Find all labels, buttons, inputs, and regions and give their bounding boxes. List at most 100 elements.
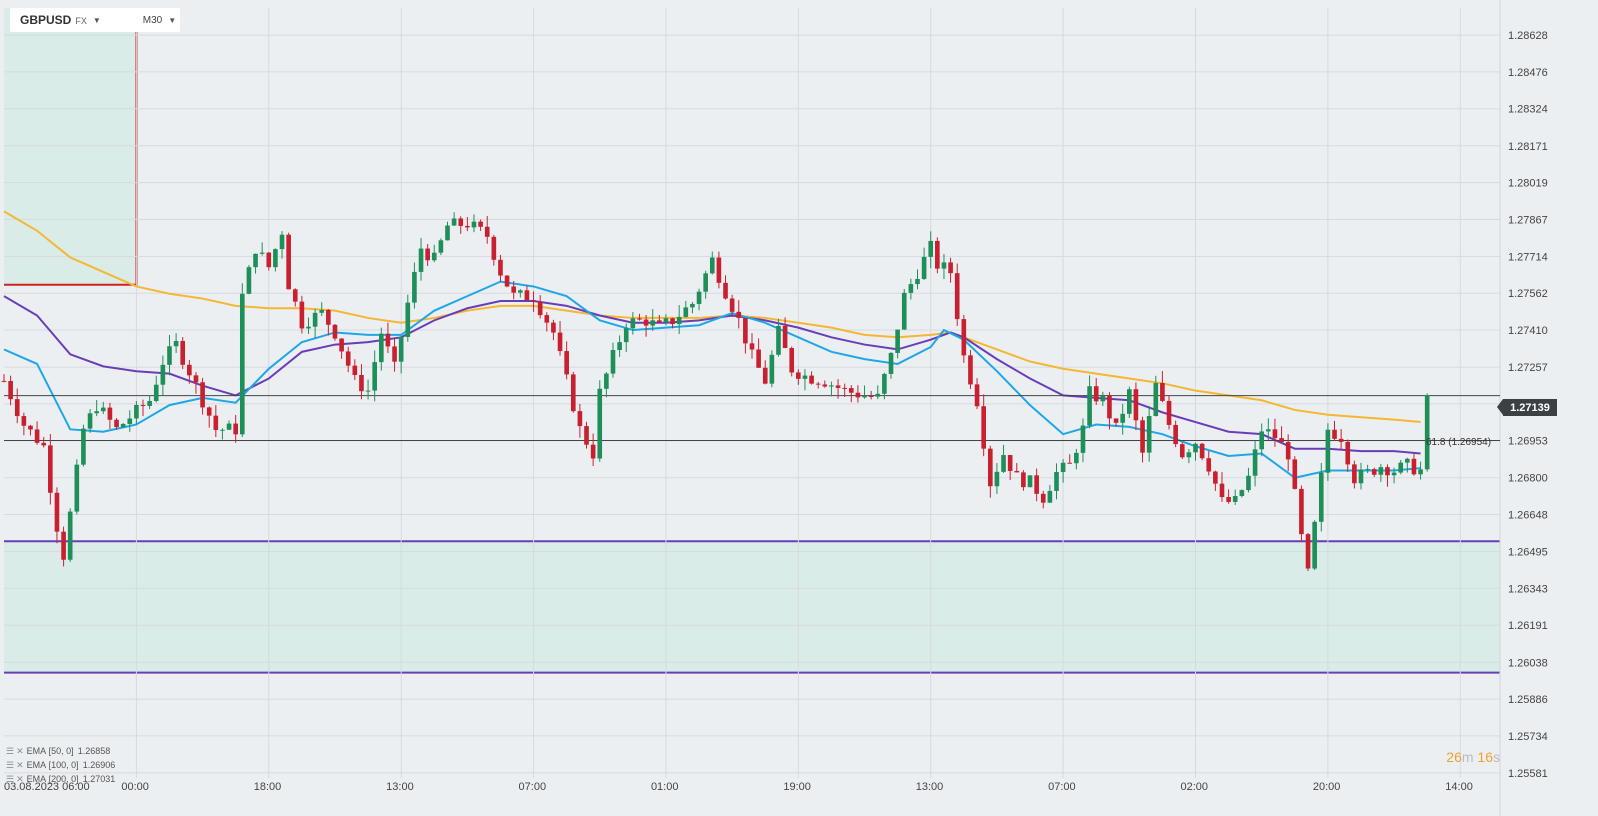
legend-ema-params: [100, 0] [48, 760, 79, 770]
indicator-legend: ☰ ✕ EMA [50, 0] 1.26858 ☰ ✕ EMA [100, 0]… [6, 744, 115, 786]
symbol-name: GBPUSD [20, 13, 72, 27]
candle-body [524, 290, 530, 301]
countdown-minutes-unit: m [1461, 749, 1474, 765]
x-tick-label: 14:00 [1445, 781, 1473, 793]
legend-item-ema200[interactable]: ☰ ✕ EMA [200, 0] 1.27031 [6, 772, 115, 786]
candle-body [1146, 416, 1152, 453]
candle-body [167, 346, 172, 365]
y-tick-label: 1.25581 [1508, 768, 1548, 780]
candle-body [895, 329, 900, 353]
candle-body [1179, 444, 1185, 458]
close-icon[interactable]: ✕ [16, 760, 24, 770]
candle-body [835, 385, 841, 388]
candle-body [1325, 429, 1331, 473]
candle-body [518, 290, 523, 293]
candle-body [385, 333, 391, 347]
timeframe-caret-down-icon[interactable]: ▼ [168, 15, 177, 25]
candle-body [134, 404, 139, 419]
candle-body [1160, 383, 1165, 401]
candle-body [279, 234, 285, 250]
candle-body [1219, 483, 1225, 498]
candle-body [564, 351, 569, 375]
candle-body [498, 259, 503, 276]
candle-body [623, 328, 629, 343]
candle-body [484, 226, 490, 237]
candle-body [696, 291, 702, 304]
candle-body [782, 325, 788, 348]
market-label: FX [75, 16, 87, 26]
candle-body [127, 418, 133, 424]
candle-body [14, 399, 20, 417]
candle-body [676, 316, 682, 325]
candle-body [1193, 443, 1198, 453]
candle-body [1398, 462, 1404, 473]
candle-body [1173, 424, 1178, 445]
legend-item-ema50[interactable]: ☰ ✕ EMA [50, 0] 1.26858 [6, 744, 115, 758]
candle-body [140, 404, 146, 406]
candle-body [1246, 475, 1251, 491]
close-icon[interactable]: ✕ [16, 746, 24, 756]
candle-body [948, 262, 953, 274]
candle-body [193, 375, 199, 383]
candle-body [822, 384, 828, 387]
candle-body [1021, 472, 1026, 488]
candle-body [868, 395, 874, 397]
candle-body [1232, 496, 1238, 502]
candle-body [100, 407, 106, 412]
candle-body [848, 388, 854, 393]
candle-body [312, 312, 318, 327]
candle-body [286, 234, 291, 290]
candle-body [981, 406, 986, 449]
candle-body [855, 392, 861, 398]
y-tick-label: 1.27714 [1508, 251, 1548, 263]
candle-body [180, 340, 186, 365]
candle-body [120, 423, 126, 428]
candle-body [1126, 389, 1132, 414]
candle-body [584, 426, 589, 445]
legend-ema-value: 1.27031 [82, 774, 116, 784]
candle-body [1371, 469, 1377, 475]
y-tick-label: 1.28171 [1508, 141, 1548, 153]
candle-body [610, 349, 616, 374]
candle-body [1199, 443, 1205, 459]
close-icon[interactable]: ✕ [16, 774, 24, 784]
candle-body [617, 342, 622, 350]
timeframe-label[interactable]: M30 [142, 14, 163, 26]
candle-body [504, 275, 510, 287]
settings-icon[interactable]: ☰ [6, 746, 15, 756]
candle-body [789, 347, 795, 373]
candle-body [882, 373, 887, 394]
candle-body [425, 248, 430, 261]
candle-body [273, 249, 278, 268]
candle-body [67, 511, 73, 560]
candle-body [769, 354, 775, 384]
legend-item-ema100[interactable]: ☰ ✕ EMA [100, 0] 1.26906 [6, 758, 115, 772]
candle-body [1060, 462, 1066, 472]
candle-body [762, 367, 768, 384]
candle-body [1206, 458, 1212, 472]
candle-body [1318, 472, 1324, 522]
countdown-seconds-unit: s [1493, 749, 1500, 765]
candle-body [1080, 425, 1086, 453]
symbol-selector[interactable]: GBPUSD FX ▼ M30 ▼ [10, 8, 180, 32]
candle-body [478, 221, 483, 227]
candle-body [888, 352, 894, 374]
candle-body [815, 383, 821, 385]
candle-body [1338, 438, 1344, 442]
candle-body [723, 282, 728, 299]
caret-down-icon[interactable]: ▼ [92, 15, 101, 25]
candle-body [630, 318, 636, 329]
y-tick-label: 1.26038 [1508, 657, 1548, 669]
candle-body [915, 278, 920, 285]
candle-body [445, 225, 450, 241]
settings-icon[interactable]: ☰ [6, 774, 15, 784]
candle-body [511, 286, 517, 293]
candle-body [590, 444, 596, 459]
candle-body [1266, 429, 1271, 432]
settings-icon[interactable]: ☰ [6, 760, 15, 770]
candle-body [87, 413, 93, 429]
candle-body [94, 411, 99, 414]
candle-body [1259, 431, 1265, 450]
candle-body [1352, 464, 1357, 484]
